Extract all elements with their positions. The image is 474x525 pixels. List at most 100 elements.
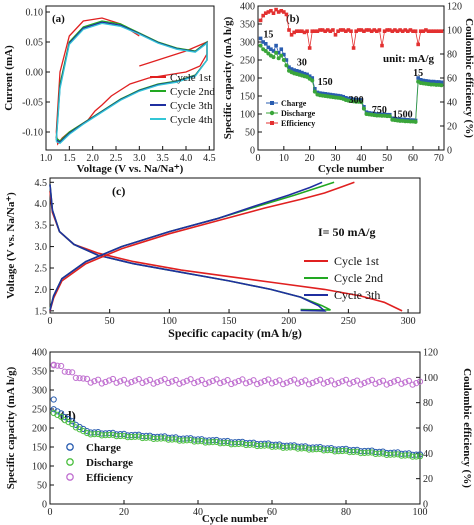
b-efficiency-point <box>300 29 304 33</box>
d-xtick-label: 100 <box>413 507 428 518</box>
d-efficiency-point <box>276 377 283 384</box>
b-charge-point <box>331 93 335 97</box>
b-rate-label: 30 <box>297 57 307 68</box>
b-efficiency-point <box>279 9 284 13</box>
a-ytick-label: -0.05 <box>22 98 43 109</box>
b-efficiency-point <box>315 29 320 33</box>
d-charge-point <box>191 436 198 443</box>
d-discharge-point <box>106 431 113 439</box>
b-efficiency-point <box>406 29 410 33</box>
b-charge-point <box>421 78 426 83</box>
d-efficiency-point <box>113 379 120 386</box>
b-efficiency-point <box>421 29 426 33</box>
d-efficiency-point <box>206 379 213 386</box>
b-charge-point <box>266 45 271 50</box>
b-charge-point <box>313 87 317 91</box>
b-rate-label: 15 <box>413 68 423 79</box>
d-efficiency-point <box>342 376 350 383</box>
b-charge-point <box>276 51 281 55</box>
d-efficiency-point <box>95 376 102 383</box>
d-ylabel-right: Coulombic efficiency (%) <box>461 368 473 488</box>
b-efficiency-point <box>385 28 389 32</box>
d-ytick-label-right: 80 <box>423 398 433 409</box>
d-efficiency-point <box>209 377 216 384</box>
d-discharge-point <box>379 450 387 457</box>
b-charge-point <box>426 79 431 84</box>
c-panel-label: (c) <box>112 184 125 198</box>
b-xtick-label: 20 <box>305 153 315 164</box>
b-ytick-label: 0 <box>250 146 255 157</box>
d-discharge-point <box>257 442 264 449</box>
d-discharge-point <box>120 432 128 439</box>
d-efficiency-point <box>146 376 153 383</box>
d-discharge-point <box>376 450 383 457</box>
b-efficiency-point <box>364 28 369 32</box>
d-discharge-point <box>183 437 190 444</box>
d-discharge-point <box>350 448 357 455</box>
d-efficiency-point <box>361 379 368 386</box>
b-xtick-label: 70 <box>434 153 444 164</box>
d-discharge-point <box>191 438 198 445</box>
d-ytick-label: 350 <box>32 367 47 378</box>
b-rate-label: 1500 <box>393 110 413 121</box>
b-efficiency-point <box>320 28 325 32</box>
d-discharge-point <box>243 441 250 449</box>
d-efficiency-point <box>161 376 168 383</box>
d-discharge-point <box>213 438 220 445</box>
d-discharge-point <box>169 436 176 443</box>
b-efficiency-point <box>271 11 276 15</box>
d-efficiency-point <box>69 369 76 376</box>
a-ytick-label: 0.10 <box>26 8 44 19</box>
plot-frame <box>49 177 421 314</box>
d-discharge-point <box>272 443 279 450</box>
b-efficiency-point <box>359 28 364 32</box>
d-efficiency-point <box>191 380 198 387</box>
b-efficiency-point <box>289 33 294 37</box>
d-charge-point <box>58 410 65 417</box>
d-discharge-point <box>113 433 120 440</box>
b-charge-point <box>349 97 353 101</box>
d-discharge-point <box>135 433 142 440</box>
d-efficiency-point <box>54 362 61 369</box>
d-ylabel: Specific capacity (mA h/g) <box>5 366 17 489</box>
b-efficiency-point <box>292 30 296 35</box>
d-charge-point <box>398 450 405 457</box>
d-efficiency-point <box>335 379 342 386</box>
d-discharge-point <box>117 432 124 440</box>
a-ytick-label: 0.00 <box>26 68 44 79</box>
d-charge-point <box>254 441 261 448</box>
b-charge-point <box>351 97 356 102</box>
b-discharge-point <box>279 53 284 58</box>
b-efficiency-point <box>258 18 263 23</box>
d-ytick-label-right: 40 <box>423 449 433 460</box>
d-efficiency-point <box>317 376 324 383</box>
d-discharge-point <box>268 443 276 450</box>
d-charge-point <box>69 418 76 425</box>
d-charge-point <box>372 448 379 456</box>
a-xlabel: Voltage (V vs. Na/Na⁺) <box>77 163 184 175</box>
d-efficiency-point <box>143 378 150 385</box>
c-legend-entry: Cycle 2nd <box>334 271 383 285</box>
b-charge-point <box>424 79 428 83</box>
a-ytick-label: 0.05 <box>26 38 44 49</box>
b-efficiency-point <box>333 33 338 37</box>
d-ytick-label-right: 60 <box>423 424 433 435</box>
b-charge-point <box>325 92 330 96</box>
b-efficiency-point <box>418 29 423 33</box>
d-efficiency-point <box>302 377 309 384</box>
d-discharge-point <box>150 435 157 442</box>
b-discharge-point <box>274 50 279 55</box>
b-discharge-point <box>413 119 418 124</box>
a-xtick-label: 1.0 <box>40 153 53 164</box>
d-discharge-point <box>335 448 342 455</box>
b-charge-point <box>261 40 265 44</box>
b-efficiency-point <box>261 13 265 18</box>
d-efficiency-point <box>379 377 387 384</box>
b-rate-label: 300 <box>349 95 364 106</box>
d-ytick-label: 50 <box>37 481 47 492</box>
b-charge-point <box>437 80 441 84</box>
b-xtick-label: 10 <box>279 153 289 164</box>
d-discharge-point <box>294 445 301 452</box>
b-efficiency-point <box>416 42 420 47</box>
b-charge-point <box>318 91 322 95</box>
